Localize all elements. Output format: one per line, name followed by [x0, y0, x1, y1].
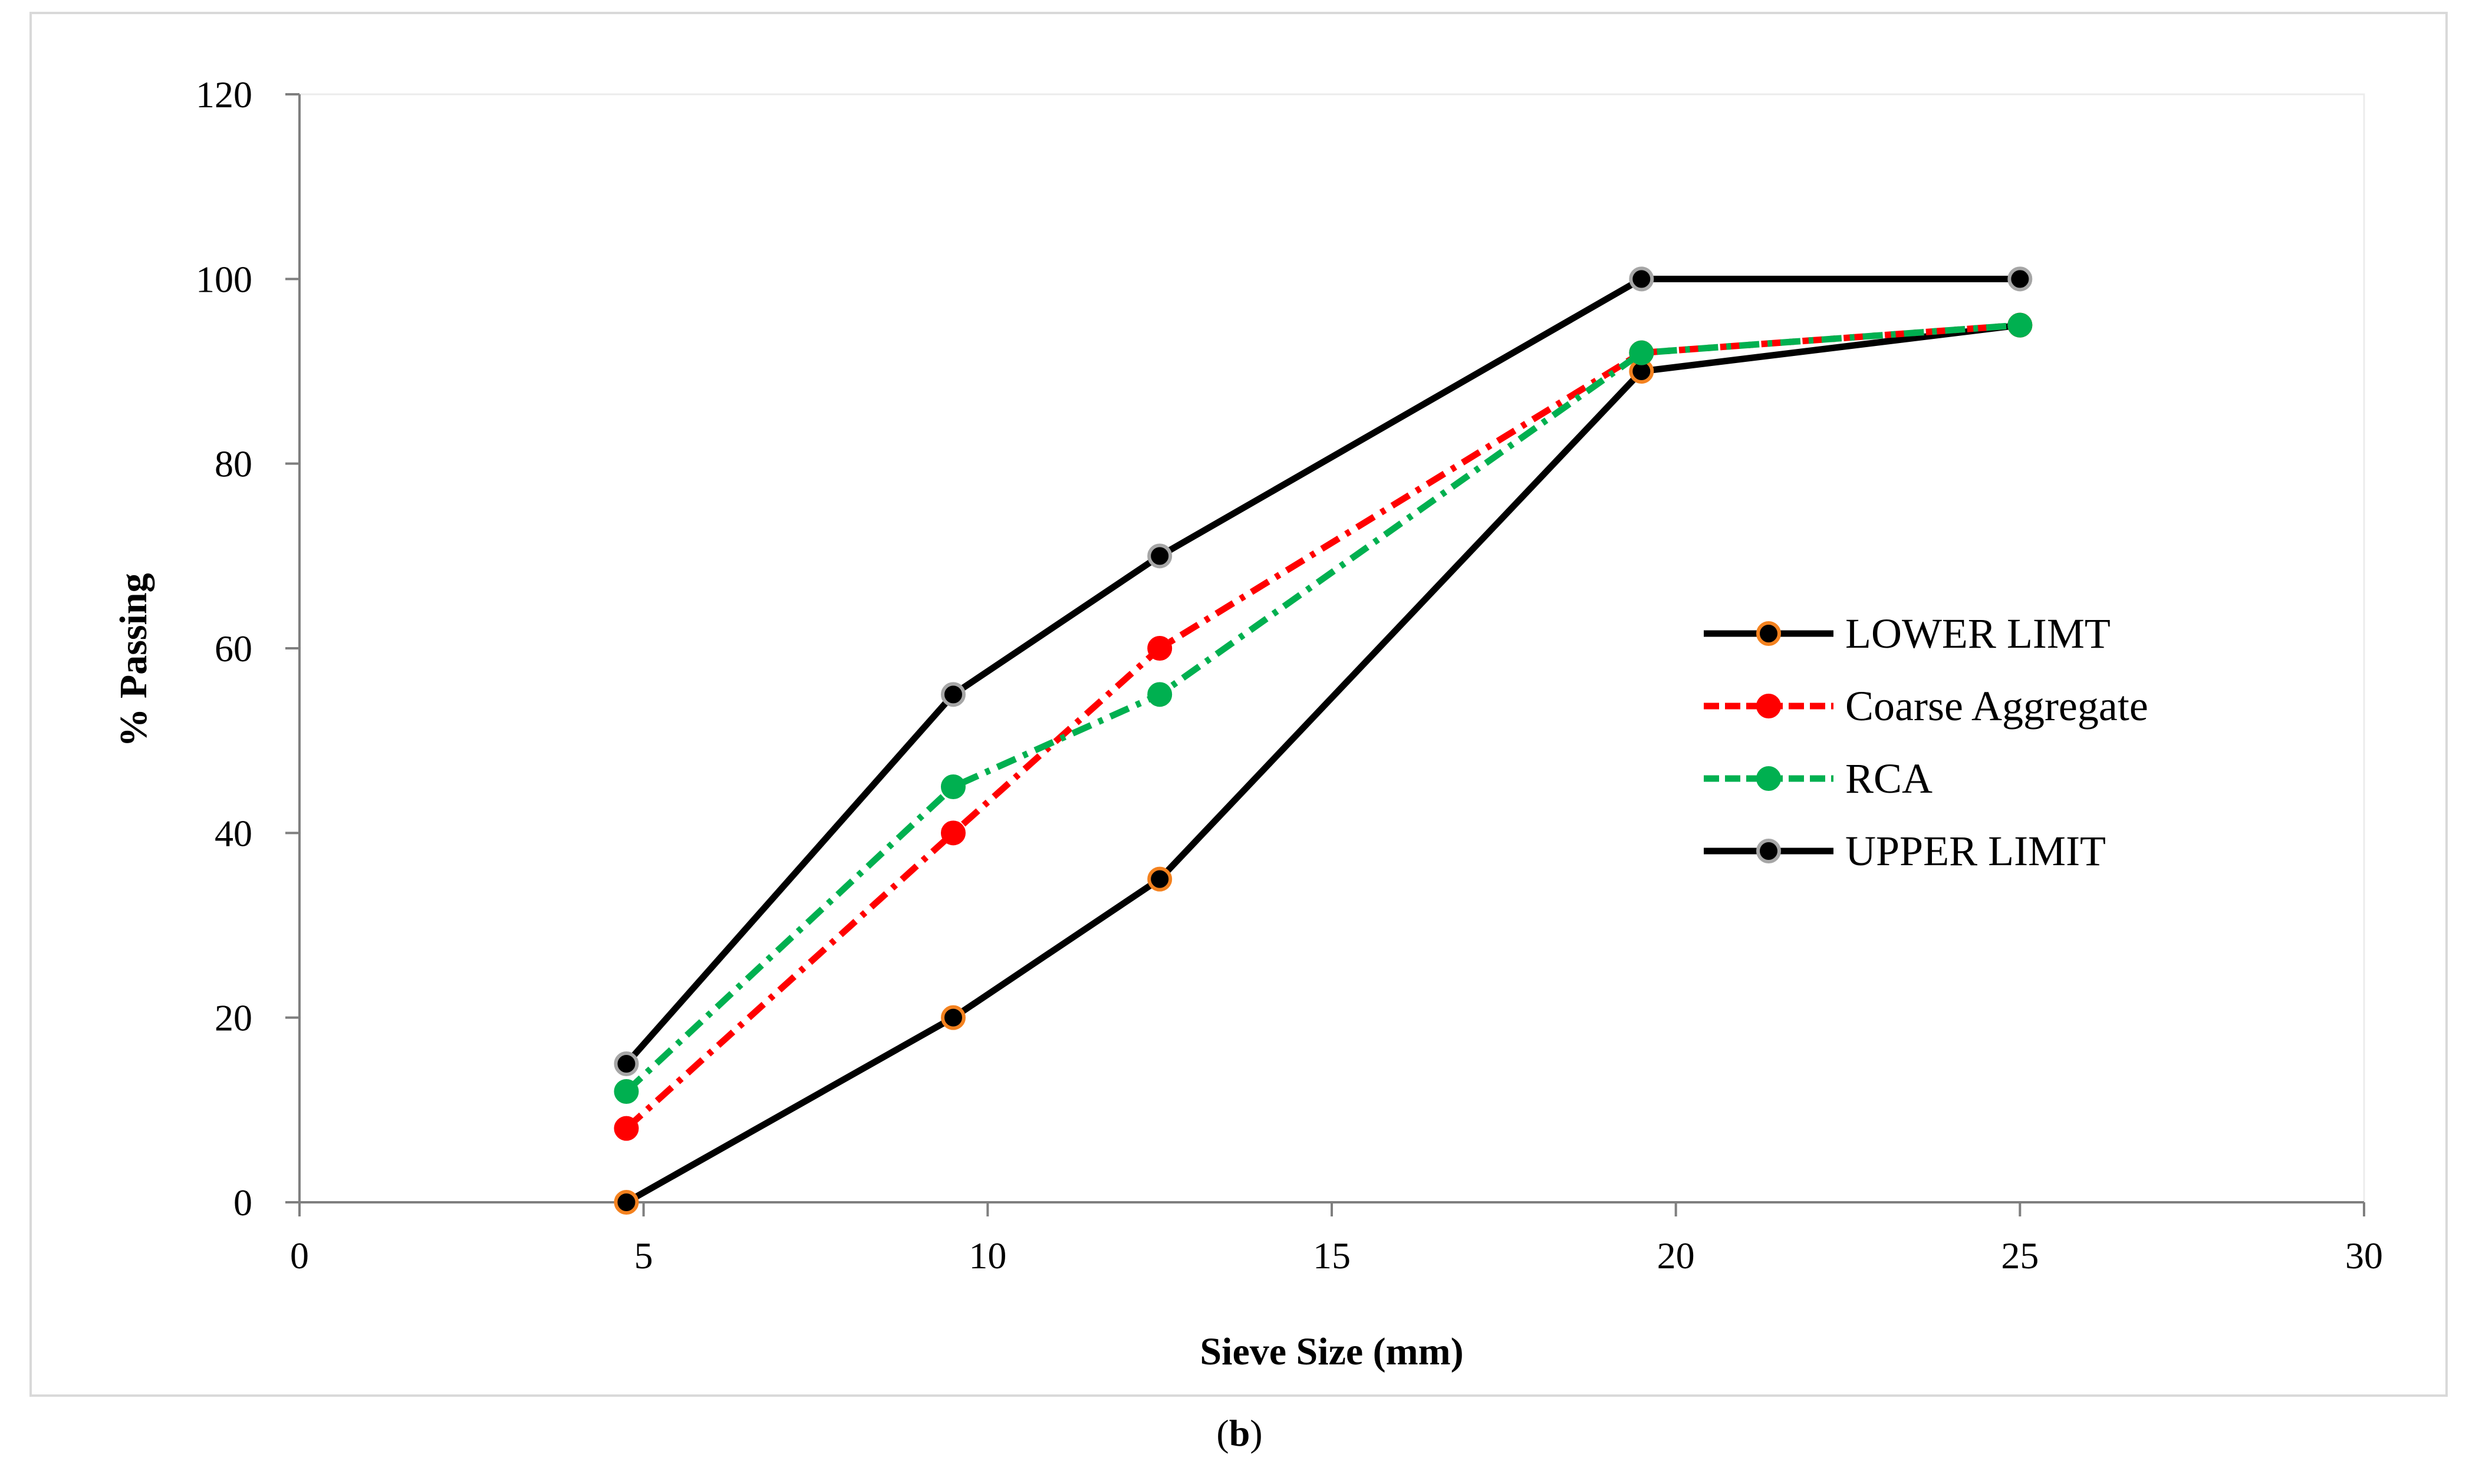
data-point-upper-limit [1147, 543, 1173, 569]
x-tick-label: 5 [634, 1235, 653, 1277]
data-point-rca [2007, 312, 2033, 338]
y-tick-label: 80 [215, 443, 252, 485]
data-point-coarse-aggregate [940, 820, 966, 846]
data-point-coarse-aggregate [614, 1116, 639, 1141]
data-point-lower-limt [614, 1190, 639, 1215]
series-coarse-aggregate [614, 312, 2033, 1141]
data-point-upper-limit [2007, 266, 2033, 292]
legend-entry-coarse-aggregate: Coarse Aggregate [1704, 682, 2148, 730]
x-tick-label: 15 [1313, 1235, 1351, 1277]
series-upper-limit [614, 266, 2033, 1076]
legend-swatch-marker [1756, 766, 1781, 791]
data-point-lower-limt [940, 1005, 966, 1030]
x-tick-label: 25 [2001, 1235, 2039, 1277]
x-tick-label: 30 [2345, 1235, 2383, 1277]
caption-letter: b [1229, 1412, 1250, 1454]
y-axis-title: % Passing [112, 573, 155, 747]
series-line-upper-limit [624, 275, 2020, 1066]
data-point-rca [1629, 340, 1654, 365]
figure-caption: (b) [0, 1412, 2479, 1455]
y-tick-label: 120 [196, 74, 252, 116]
x-axis-title: Sieve Size (mm) [1200, 1330, 1463, 1373]
legend-label: Coarse Aggregate [1845, 682, 2148, 730]
data-point-upper-limit [940, 682, 966, 707]
legend-swatch-marker [1756, 621, 1781, 646]
legend-label: UPPER LIMIT [1845, 827, 2106, 875]
data-point-rca [614, 1079, 639, 1104]
data-point-upper-limit [614, 1051, 639, 1076]
data-point-rca [940, 774, 966, 799]
data-point-coarse-aggregate [1147, 636, 1173, 661]
series-rca [614, 312, 2033, 1104]
legend-swatch-marker [1756, 694, 1781, 718]
legend-label: RCA [1845, 755, 1932, 802]
y-tick-label: 20 [215, 997, 252, 1039]
legend-entry-upper-limit: UPPER LIMIT [1704, 827, 2106, 875]
series-line-coarse-aggregate [624, 322, 2020, 1131]
chart-frame [29, 12, 2448, 1397]
x-tick-label: 10 [969, 1235, 1006, 1277]
legend-entry-lower-limt: LOWER LIMT [1704, 610, 2111, 657]
data-point-upper-limit [1629, 266, 1654, 292]
legend-label: LOWER LIMT [1845, 610, 2111, 657]
series-line-lower-limt [624, 322, 2020, 1205]
y-tick-label: 0 [233, 1182, 252, 1224]
legend-entry-rca: RCA [1704, 755, 1932, 802]
y-tick-label: 60 [215, 628, 252, 670]
series-lower-limt [614, 312, 2033, 1215]
legend-swatch-marker [1756, 839, 1781, 863]
x-tick-label: 0 [290, 1235, 309, 1277]
y-tick-label: 40 [215, 812, 252, 854]
caption-close: ) [1250, 1412, 1263, 1454]
x-tick-label: 20 [1657, 1235, 1695, 1277]
data-point-rca [1147, 682, 1173, 707]
caption-open: ( [1216, 1412, 1229, 1454]
data-point-lower-limt [1147, 866, 1173, 892]
y-tick-label: 100 [196, 258, 252, 300]
